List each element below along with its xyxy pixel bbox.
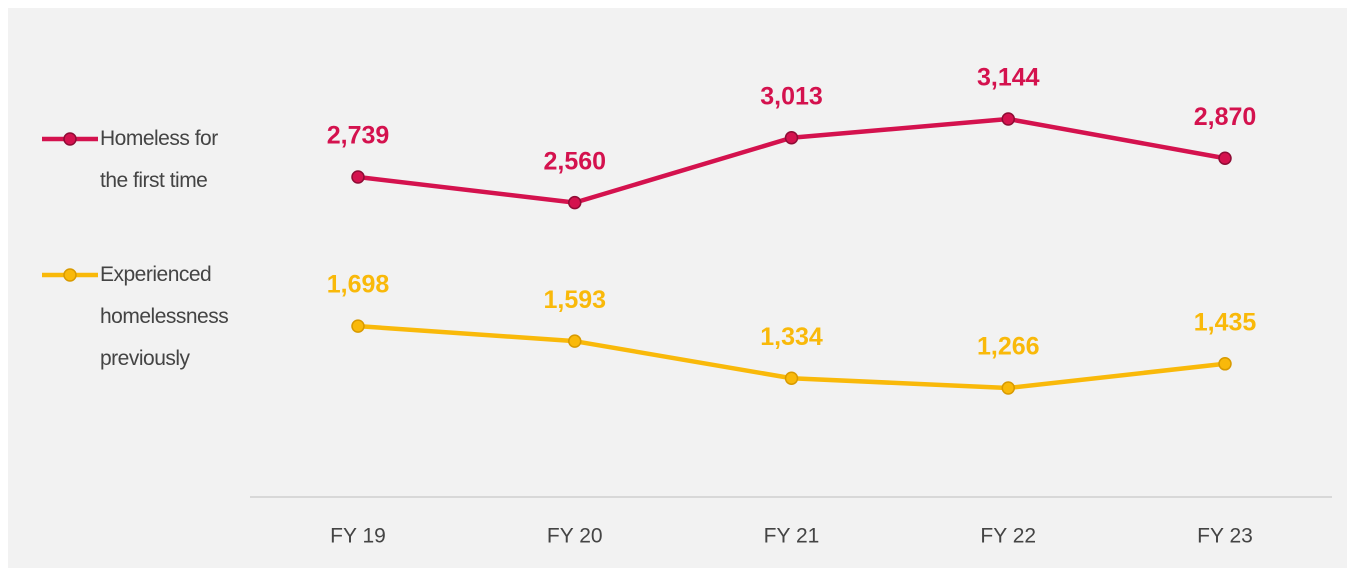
data-point	[784, 371, 799, 386]
data-label: 1,593	[543, 286, 606, 314]
x-tick-label: FY 23	[1197, 525, 1253, 548]
data-point	[1001, 381, 1015, 395]
legend-label: Experienced homelessness previously	[100, 263, 229, 370]
data-label: 3,013	[760, 82, 823, 110]
data-label: 1,698	[327, 271, 390, 299]
data-label: 3,144	[977, 64, 1040, 92]
chart-background	[8, 8, 1347, 568]
data-label: 1,435	[1194, 308, 1257, 336]
data-label: 2,870	[1194, 103, 1257, 131]
legend-marker	[63, 132, 77, 146]
data-label: 1,334	[760, 323, 823, 351]
data-label: 2,560	[543, 147, 606, 175]
data-point	[568, 334, 582, 348]
data-point	[1001, 112, 1015, 126]
data-point	[1218, 357, 1232, 371]
data-point	[568, 195, 582, 210]
x-tick-label: FY 22	[980, 525, 1036, 548]
data-point	[1218, 151, 1232, 165]
legend-label: Homeless for the first time	[100, 127, 218, 192]
legend-marker	[63, 268, 77, 282]
data-point	[351, 170, 365, 184]
x-tick-label: FY 20	[547, 525, 603, 548]
x-tick-label: FY 19	[330, 525, 386, 548]
data-label: 1,266	[977, 333, 1040, 361]
data-point	[784, 131, 799, 145]
x-tick-label: FY 21	[764, 525, 820, 548]
data-point	[351, 319, 365, 333]
data-label: 2,739	[327, 122, 390, 150]
